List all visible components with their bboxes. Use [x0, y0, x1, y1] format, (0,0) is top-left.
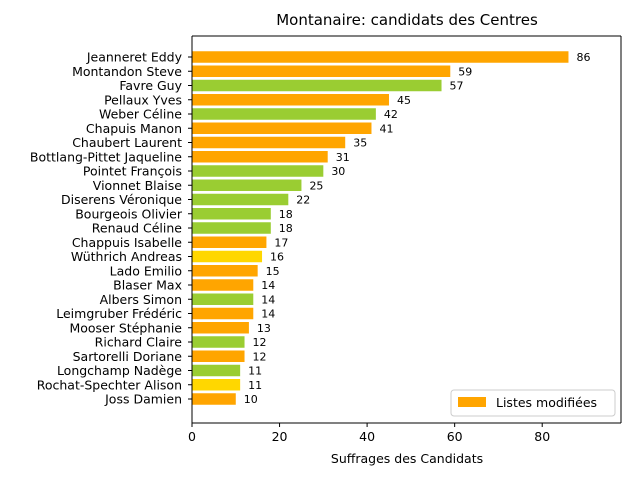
x-tick-label-1: 20: [272, 429, 288, 444]
bar-4: [192, 108, 376, 120]
value-label-11: 18: [279, 208, 293, 221]
value-label-12: 18: [279, 222, 293, 235]
value-label-18: 14: [261, 308, 275, 321]
bar-7: [192, 151, 328, 163]
category-label-14: Wüthrich Andreas: [71, 249, 182, 264]
value-label-14: 16: [270, 251, 284, 264]
x-axis-title: Suffrages des Candidats: [331, 451, 483, 466]
bar-1: [192, 65, 451, 77]
value-label-20: 12: [253, 336, 267, 349]
value-label-10: 22: [296, 194, 310, 207]
bar-9: [192, 179, 302, 191]
bar-22: [192, 364, 241, 377]
legend-box: [450, 389, 616, 417]
category-label-11: Bourgeois Olivier: [75, 206, 183, 221]
category-label-10: Diserens Véronique: [61, 192, 182, 207]
category-label-23: Rochat-Spechter Alison: [37, 377, 182, 392]
value-label-4: 42: [384, 108, 398, 121]
bar-3: [192, 94, 389, 106]
x-tick-label-2: 40: [359, 429, 375, 444]
bar-8: [192, 165, 324, 177]
category-label-9: Vionnet Blaise: [93, 178, 183, 193]
bar-12: [192, 222, 271, 234]
category-label-12: Renaud Céline: [92, 221, 183, 236]
value-label-3: 45: [397, 94, 411, 107]
chart-title: Montanaire: candidats des Centres: [276, 11, 538, 29]
x-tick-label-4: 80: [534, 429, 550, 444]
category-label-20: Richard Claire: [95, 335, 183, 350]
value-label-0: 86: [576, 51, 590, 64]
value-label-8: 30: [331, 165, 345, 178]
bar-21: [192, 350, 245, 362]
plot-frame: [191, 35, 622, 424]
category-label-8: Pointet François: [83, 164, 182, 179]
bar-11: [192, 208, 271, 220]
value-label-15: 15: [266, 265, 280, 278]
category-label-1: Montandon Steve: [72, 64, 182, 79]
x-tick-label-0: 0: [188, 429, 196, 444]
category-label-3: Pellaux Yves: [104, 92, 182, 107]
bar-2: [192, 79, 442, 92]
value-label-19: 13: [257, 322, 271, 335]
bar-23: [192, 379, 241, 391]
category-label-21: Sartorelli Doriane: [73, 349, 183, 364]
bar-0: [192, 51, 569, 63]
category-label-6: Chaubert Laurent: [72, 135, 182, 150]
bar-15: [192, 265, 258, 277]
bar-5: [192, 122, 372, 134]
value-label-2: 57: [450, 80, 464, 93]
category-label-16: Blaser Max: [113, 278, 182, 293]
legend: Listes modifiées: [450, 389, 616, 417]
category-label-18: Leimgruber Frédéric: [56, 306, 182, 321]
category-label-2: Favre Guy: [119, 78, 182, 93]
bar-20: [192, 336, 245, 348]
category-label-17: Albers Simon: [100, 292, 182, 307]
value-label-7: 31: [336, 151, 350, 164]
value-label-22: 11: [248, 365, 262, 378]
legend-swatch: [458, 397, 486, 407]
value-label-21: 12: [253, 350, 267, 363]
category-label-15: Lado Emilio: [110, 263, 182, 278]
bar-18: [192, 307, 254, 320]
category-label-19: Mooser Stéphanie: [69, 320, 182, 335]
category-label-4: Weber Céline: [99, 107, 182, 122]
value-label-17: 14: [261, 293, 275, 306]
value-label-5: 41: [379, 122, 393, 135]
legend-label: Listes modifiées: [496, 395, 597, 410]
value-label-23: 11: [248, 379, 262, 392]
value-label-9: 25: [309, 179, 323, 192]
bar-10: [192, 193, 289, 206]
value-label-6: 35: [353, 137, 367, 150]
bar-6: [192, 136, 346, 149]
bar-16: [192, 279, 254, 291]
value-label-1: 59: [458, 65, 472, 78]
category-label-5: Chapuis Manon: [86, 121, 182, 136]
bar-13: [192, 236, 267, 248]
category-label-7: Bottlang-Pittet Jaqueline: [30, 149, 182, 164]
category-label-24: Joss Damien: [104, 392, 182, 407]
bar-24: [192, 393, 236, 405]
value-label-16: 14: [261, 279, 275, 292]
category-label-0: Jeanneret Eddy: [86, 50, 183, 65]
category-label-13: Chappuis Isabelle: [72, 235, 182, 250]
value-label-24: 10: [244, 393, 258, 406]
x-tick-label-3: 60: [447, 429, 463, 444]
bars-group: [192, 51, 569, 405]
bar-14: [192, 250, 263, 263]
x-axis-ticks-group: 0 20 40 60 80: [188, 423, 550, 444]
value-label-13: 17: [274, 236, 288, 249]
value-labels-group: 8659574542413531302522181817161514141413…: [244, 51, 591, 406]
bar-17: [192, 293, 254, 305]
category-label-22: Longchamp Nadège: [57, 363, 182, 378]
bar-19: [192, 322, 249, 334]
